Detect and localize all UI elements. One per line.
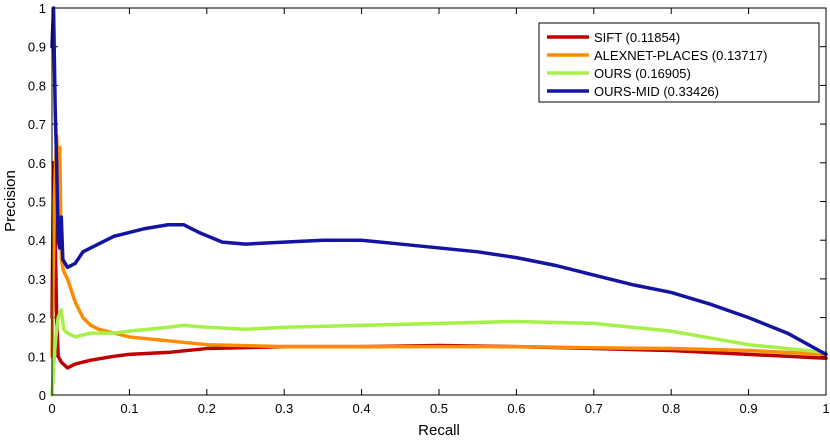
y-tick-label: 0.7 <box>28 117 46 132</box>
y-tick-label: 0 <box>39 388 46 403</box>
y-tick-label: 0.9 <box>28 40 46 55</box>
x-tick-label: 0.3 <box>275 401 293 416</box>
x-tick-label: 0.4 <box>353 401 371 416</box>
x-tick-label: 0.1 <box>120 401 138 416</box>
y-tick-label: 0.5 <box>28 195 46 210</box>
x-tick-label: 0.2 <box>198 401 216 416</box>
legend: SIFT (0.11854) ALEXNET-PLACES (0.13717) OU… <box>538 22 820 103</box>
y-tick-label: 0.1 <box>28 349 46 364</box>
series-line-3 <box>50 308 828 397</box>
x-tick-label: 0.9 <box>740 401 758 416</box>
legend-label: ALEXNET-PLACES (0.13717) <box>594 48 767 63</box>
y-tick-label: 0.2 <box>28 311 46 326</box>
x-tick-label: 0.6 <box>507 401 525 416</box>
legend-label: OURS-MID (0.33426) <box>594 84 719 99</box>
x-tick-label: 0.7 <box>585 401 603 416</box>
y-tick-label: 0.4 <box>28 233 46 248</box>
legend-label: SIFT (0.11854) <box>594 30 680 45</box>
y-tick-label: 0.8 <box>28 78 46 93</box>
series-line-2 <box>50 133 828 359</box>
x-tick-label: 0 <box>48 401 55 416</box>
legend-label: OURS (0.16905) <box>594 66 691 81</box>
x-tick-label: 0.8 <box>662 401 680 416</box>
plot-frame <box>51 7 827 396</box>
y-tick-label: 1 <box>39 1 46 16</box>
series-lines <box>50 6 828 397</box>
y-tick-label: 0.6 <box>28 156 46 171</box>
y-axis-label: Precision <box>2 170 19 232</box>
x-tick-label: 1 <box>822 401 829 416</box>
y-tick-label: 0.3 <box>28 272 46 287</box>
axis-ticks: 0 0.1 0.2 0.3 0.4 0.5 0.6 0.7 0.8 0.9 1 0 0.1 0.2 0.3 0… <box>28 1 830 416</box>
x-axis-label: Recall <box>418 422 460 439</box>
series-line-4 <box>50 6 828 357</box>
x-tick-label: 0.5 <box>430 401 448 416</box>
